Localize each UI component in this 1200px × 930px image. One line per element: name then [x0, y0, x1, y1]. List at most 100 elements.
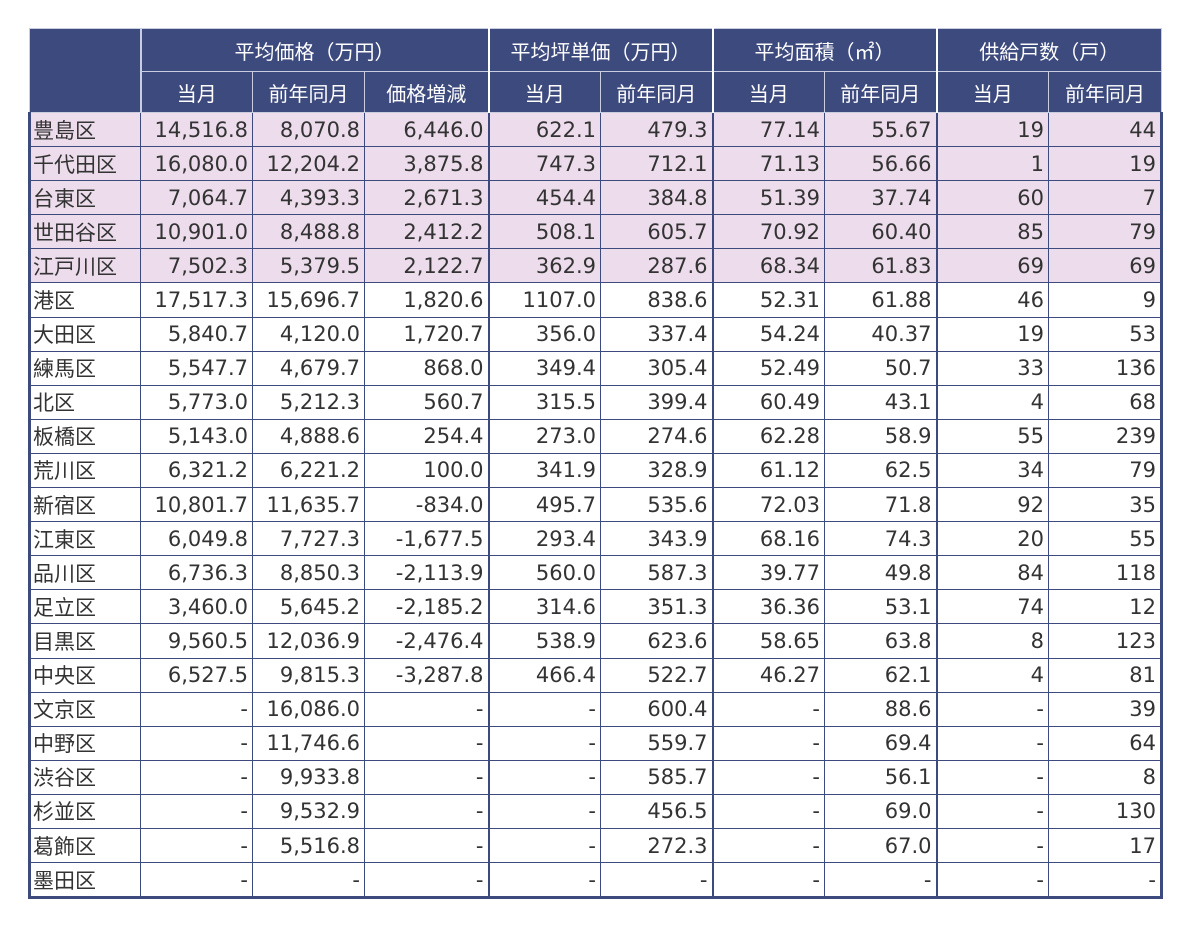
value-cell: 67.0 [824, 827, 937, 864]
value-cell: 1 [935, 146, 1049, 182]
value-cell: 52.31 [711, 282, 825, 318]
value-cell: 622.1 [487, 111, 601, 148]
value-cell: 51.39 [711, 180, 825, 216]
ward-name-cell: 世田谷区 [28, 214, 141, 250]
ward-name-cell: 墨田区 [28, 862, 141, 900]
value-cell: 712.1 [600, 146, 713, 182]
ward-name-cell: 練馬区 [28, 350, 141, 386]
value-cell: 6,321.2 [140, 452, 253, 489]
value-cell: 74.3 [824, 521, 937, 557]
value-cell: - [487, 759, 601, 795]
ward-name-cell: 荒川区 [28, 452, 141, 489]
table-row: 墨田区 - - - - - - - - - [28, 862, 1163, 900]
value-cell: 293.4 [487, 521, 601, 557]
value-cell: 254.4 [364, 418, 489, 454]
value-cell: - [140, 725, 253, 761]
value-cell: - [140, 691, 253, 727]
table-row: 豊島区 14,516.8 8,070.8 6,446.0 622.1 479.3 77.14… [28, 111, 1163, 148]
value-cell: 7 [1048, 180, 1163, 216]
value-cell: 46 [935, 282, 1049, 318]
value-cell: 53.1 [824, 589, 937, 625]
value-cell: 349.4 [487, 350, 601, 386]
value-cell: 39.77 [711, 555, 825, 591]
value-cell: 68 [1048, 384, 1163, 420]
value-cell: 63.8 [824, 623, 937, 659]
value-cell: -2,476.4 [364, 623, 489, 659]
col-header-tsubo-current: 当月 [487, 71, 601, 113]
table-row: 足立区 3,460.0 5,645.2 -2,185.2 314.6 351.3 36.36… [28, 589, 1163, 625]
value-cell: 12,036.9 [252, 623, 365, 659]
value-cell: 77.14 [711, 111, 825, 148]
table-row: 目黒区 9,560.5 12,036.9 -2,476.4 538.9 623.6 58.6… [28, 623, 1163, 659]
value-cell: 60 [935, 180, 1049, 216]
value-cell: 9 [1048, 282, 1163, 318]
value-cell: 85 [935, 214, 1049, 250]
value-cell: 49.8 [824, 555, 937, 591]
value-cell: 508.1 [487, 214, 601, 250]
ward-name-cell: 港区 [28, 282, 141, 318]
value-cell: 6,736.3 [140, 555, 253, 591]
value-cell: 4 [935, 657, 1049, 693]
value-cell: 9,933.8 [252, 759, 365, 795]
value-cell: - [487, 793, 601, 829]
value-cell: 341.9 [487, 452, 601, 489]
value-cell: 19 [935, 111, 1049, 148]
value-cell: 11,635.7 [252, 487, 365, 523]
table-row: 葛飾区 -5,516.8- -272.3-67.0-17 [28, 827, 1163, 864]
ward-name-cell: 大田区 [28, 316, 141, 352]
value-cell: 328.9 [600, 452, 713, 489]
value-cell: 46.27 [711, 657, 825, 693]
value-cell: - [364, 793, 489, 829]
value-cell: 5,840.7 [140, 316, 253, 352]
value-cell: 52.49 [711, 350, 825, 386]
value-cell: 5,547.7 [140, 350, 253, 386]
value-cell: - [824, 862, 937, 900]
value-cell: 71.8 [824, 487, 937, 523]
value-cell: 54.24 [711, 316, 825, 352]
ward-name-cell: 江東区 [28, 521, 141, 557]
value-cell: - [711, 827, 825, 864]
value-cell: 17,517.3 [140, 282, 253, 318]
value-cell: 605.7 [600, 214, 713, 250]
value-cell: 123 [1048, 623, 1163, 659]
value-cell: 19 [935, 316, 1049, 352]
ward-name-cell: 新宿区 [28, 487, 141, 523]
value-cell: 20 [935, 521, 1049, 557]
value-cell: 69 [1048, 248, 1163, 284]
value-cell: 10,801.7 [140, 487, 253, 523]
value-cell: 62.5 [824, 452, 937, 489]
value-cell: 3,875.8 [364, 146, 489, 182]
ward-name-cell: 葛飾区 [28, 827, 141, 864]
value-cell: - [140, 862, 253, 900]
table-row: 江東区 6,049.8 7,727.3 -1,677.5 293.4 343.9 68.16… [28, 521, 1163, 557]
value-cell: -3,287.8 [364, 657, 489, 693]
value-cell: 11,746.6 [252, 725, 365, 761]
table-row: 渋谷区 -9,933.8- -585.7-56.1-8 [28, 759, 1163, 795]
value-cell: 5,516.8 [252, 827, 365, 864]
price-table: 平均価格（万円） 平均坪単価（万円） 平均面積（㎡） 供給戸数（戸） 当月 前年… [28, 28, 1163, 900]
value-cell: 585.7 [600, 759, 713, 795]
value-cell: 60.40 [824, 214, 937, 250]
value-cell: 5,379.5 [252, 248, 365, 284]
value-cell: - [935, 759, 1049, 795]
value-cell: 35 [1048, 487, 1163, 523]
value-cell: 560.7 [364, 384, 489, 420]
table-row: 荒川区 6,321.2 6,221.2 100.0 341.9 328.9 61.12 62.… [28, 452, 1163, 489]
value-cell: 868.0 [364, 350, 489, 386]
value-cell: 58.65 [711, 623, 825, 659]
value-cell: 81 [1048, 657, 1163, 693]
ward-name-cell: 千代田区 [28, 146, 141, 182]
value-cell: 130 [1048, 793, 1163, 829]
value-cell: 56.1 [824, 759, 937, 795]
col-header-area-current: 当月 [711, 71, 825, 113]
ward-name-cell: 中野区 [28, 725, 141, 761]
value-cell: 16,080.0 [140, 146, 253, 182]
value-cell: 69 [935, 248, 1049, 284]
value-cell: 362.9 [487, 248, 601, 284]
value-cell: - [487, 827, 601, 864]
ward-name-cell: 中央区 [28, 657, 141, 693]
value-cell: 136 [1048, 350, 1163, 386]
ward-name-cell: 豊島区 [28, 111, 141, 148]
value-cell: 44 [1048, 111, 1163, 148]
value-cell: 4,888.6 [252, 418, 365, 454]
